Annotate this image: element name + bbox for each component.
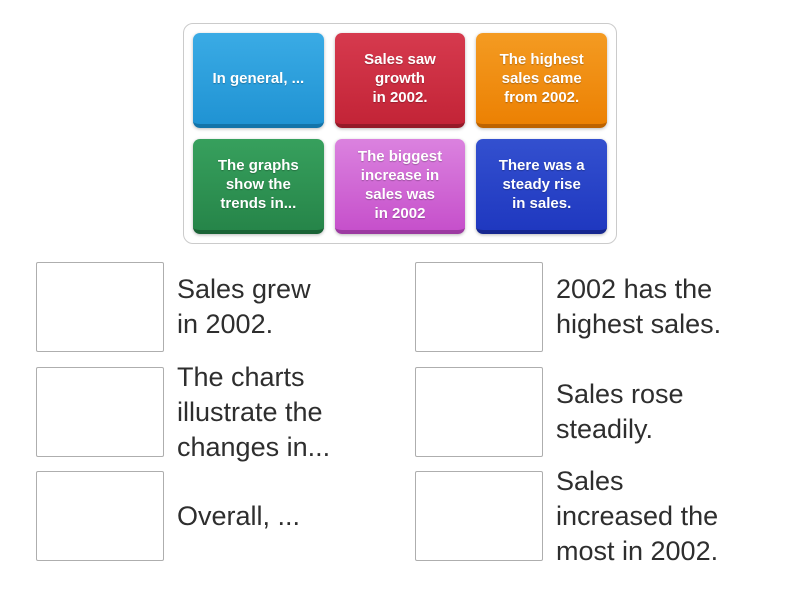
match-row: Overall, ... — [36, 471, 407, 561]
match-row: Sales grew in 2002. — [36, 262, 407, 352]
match-text: Sales rose steadily. — [556, 379, 684, 444]
drop-zone[interactable] — [36, 367, 164, 457]
drop-zone[interactable] — [415, 471, 543, 561]
drop-zone[interactable] — [36, 471, 164, 561]
match-row: 2002 has the highest sales. — [415, 262, 786, 352]
match-text: Sales increased the most in 2002. — [556, 465, 719, 566]
answer-tile[interactable]: There was a steady rise in sales. — [476, 139, 607, 234]
answer-tray: In general, ... Sales saw growth in 2002… — [183, 23, 617, 244]
match-text: Overall, ... — [177, 500, 301, 531]
answer-tile[interactable]: Sales saw growth in 2002. — [334, 33, 466, 128]
match-text: 2002 has the highest sales. — [556, 274, 722, 339]
answer-tile[interactable]: The biggest increase in sales was in 200… — [334, 139, 466, 234]
answer-tile[interactable]: The highest sales came from 2002. — [476, 33, 607, 128]
drop-zone[interactable] — [36, 262, 164, 352]
match-row: Sales increased the most in 2002. — [415, 466, 786, 566]
answer-tile[interactable]: The graphs show the trends in... — [193, 139, 324, 234]
match-row: The charts illustrate the changes in... — [36, 362, 407, 462]
match-text: Sales grew in 2002. — [177, 274, 311, 339]
drop-zone[interactable] — [415, 262, 543, 352]
answer-tile[interactable]: In general, ... — [193, 33, 324, 128]
match-row: Sales rose steadily. — [415, 367, 786, 457]
drop-zone[interactable] — [415, 367, 543, 457]
match-text: The charts illustrate the changes in... — [177, 361, 331, 462]
